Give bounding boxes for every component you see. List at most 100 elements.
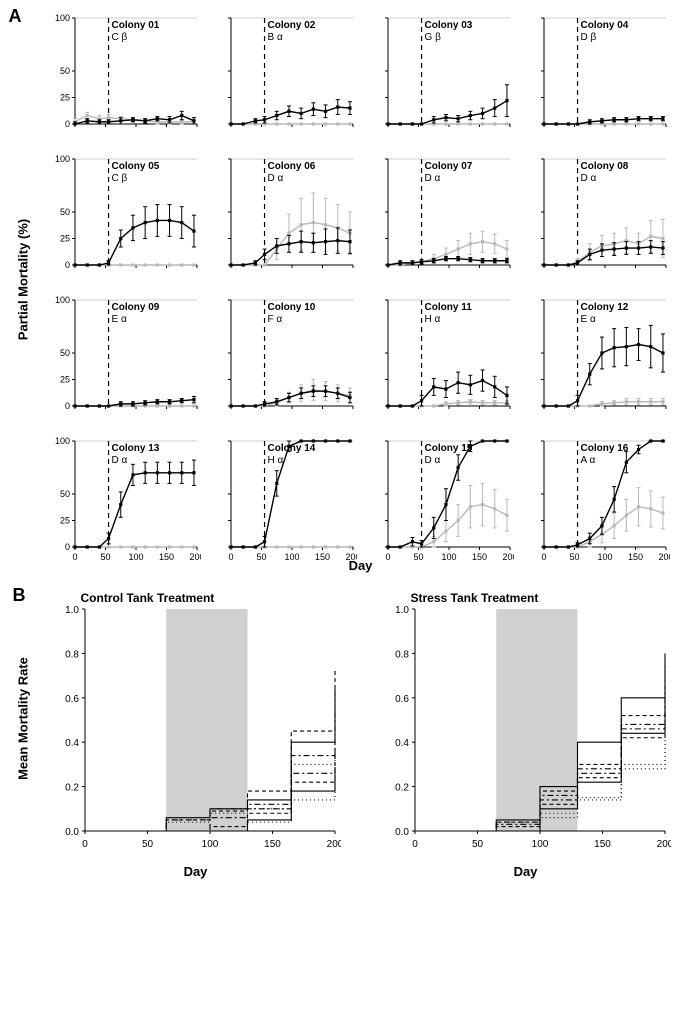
svg-text:0: 0 bbox=[541, 552, 546, 562]
svg-text:F α: F α bbox=[268, 314, 283, 325]
panel-a-cell: Colony 11H α bbox=[364, 294, 515, 429]
svg-text:Colony 03: Colony 03 bbox=[424, 20, 472, 31]
svg-text:0: 0 bbox=[412, 839, 418, 850]
panel-b-sub-1-title: Stress Tank Treatment bbox=[381, 591, 671, 605]
svg-text:50: 50 bbox=[569, 552, 579, 562]
svg-text:0.8: 0.8 bbox=[395, 649, 409, 660]
svg-text:Colony 01: Colony 01 bbox=[111, 20, 159, 31]
svg-text:200: 200 bbox=[326, 839, 340, 850]
svg-text:D α: D α bbox=[424, 455, 440, 466]
svg-text:0.8: 0.8 bbox=[65, 649, 79, 660]
svg-text:200: 200 bbox=[658, 552, 670, 562]
panel-b: B Mean Mortality Rate Control Tank Treat… bbox=[51, 591, 671, 879]
svg-text:Colony 06: Colony 06 bbox=[268, 161, 316, 172]
panel-a-cell: Colony 02B α bbox=[207, 12, 358, 147]
panel-a-cell: Colony 06D α bbox=[207, 153, 358, 288]
svg-text:200: 200 bbox=[345, 552, 357, 562]
svg-text:0.6: 0.6 bbox=[395, 694, 409, 705]
svg-text:Colony 02: Colony 02 bbox=[268, 20, 316, 31]
svg-text:0: 0 bbox=[64, 542, 69, 552]
svg-text:0.6: 0.6 bbox=[65, 694, 79, 705]
panel-a-cell: Colony 04D β bbox=[520, 12, 671, 147]
svg-text:0: 0 bbox=[82, 839, 88, 850]
svg-text:50: 50 bbox=[413, 552, 423, 562]
svg-text:100: 100 bbox=[54, 295, 69, 305]
svg-text:C β: C β bbox=[111, 173, 127, 184]
svg-text:D α: D α bbox=[424, 173, 440, 184]
panel-b-ylabel: Mean Mortality Rate bbox=[15, 619, 30, 819]
svg-text:Colony 13: Colony 13 bbox=[111, 443, 159, 454]
svg-text:0: 0 bbox=[385, 552, 390, 562]
panel-b-sub-0-title: Control Tank Treatment bbox=[51, 591, 341, 605]
svg-text:Colony 08: Colony 08 bbox=[581, 161, 629, 172]
panel-b-sub-1-plot: 0.00.20.40.60.81.0050100150200 bbox=[381, 605, 671, 860]
svg-text:50: 50 bbox=[59, 66, 69, 76]
svg-text:50: 50 bbox=[256, 552, 266, 562]
svg-text:100: 100 bbox=[531, 839, 548, 850]
svg-text:Colony 16: Colony 16 bbox=[581, 443, 629, 454]
svg-text:50: 50 bbox=[59, 489, 69, 499]
svg-text:50: 50 bbox=[471, 839, 483, 850]
svg-text:0.4: 0.4 bbox=[395, 738, 409, 749]
panel-a-cell: Colony 10F α bbox=[207, 294, 358, 429]
panel-a-cell: Colony 12E α bbox=[520, 294, 671, 429]
svg-text:1.0: 1.0 bbox=[65, 605, 79, 616]
panel-a-cell: 02550100Colony 05C β bbox=[51, 153, 202, 288]
svg-text:Colony 09: Colony 09 bbox=[111, 302, 159, 313]
panel-a: A Partial Mortality (%) 02550100Colony 0… bbox=[13, 12, 673, 573]
svg-text:Colony 07: Colony 07 bbox=[424, 161, 472, 172]
svg-text:C β: C β bbox=[111, 32, 127, 43]
svg-text:150: 150 bbox=[315, 552, 330, 562]
svg-text:0.0: 0.0 bbox=[65, 827, 79, 838]
svg-text:0: 0 bbox=[64, 119, 69, 129]
panel-a-grid: 02550100Colony 01C βColony 02B αColony 0… bbox=[51, 12, 671, 552]
panel-a-cell: 050100150200Colony 14H α bbox=[207, 435, 358, 570]
panel-a-cell: Colony 07D α bbox=[364, 153, 515, 288]
svg-text:1.0: 1.0 bbox=[395, 605, 409, 616]
svg-text:D α: D α bbox=[581, 173, 597, 184]
svg-text:E α: E α bbox=[581, 314, 596, 325]
svg-text:100: 100 bbox=[441, 552, 456, 562]
svg-text:Colony 11: Colony 11 bbox=[424, 302, 472, 313]
svg-text:B α: B α bbox=[268, 32, 283, 43]
svg-text:25: 25 bbox=[59, 234, 69, 244]
panel-a-cell: 02550100Colony 09E α bbox=[51, 294, 202, 429]
panel-a-cell: Colony 08D α bbox=[520, 153, 671, 288]
panel-a-cell: 0 25 50 100 Colony 01C β bbox=[51, 12, 202, 147]
svg-text:200: 200 bbox=[189, 552, 201, 562]
svg-text:0: 0 bbox=[72, 552, 77, 562]
svg-text:100: 100 bbox=[54, 154, 69, 164]
panel-b-label: B bbox=[13, 585, 26, 606]
svg-text:0.4: 0.4 bbox=[65, 738, 79, 749]
svg-text:50: 50 bbox=[59, 348, 69, 358]
svg-text:100: 100 bbox=[284, 552, 299, 562]
svg-text:0: 0 bbox=[64, 401, 69, 411]
svg-text:D α: D α bbox=[268, 173, 284, 184]
svg-text:100: 100 bbox=[201, 839, 218, 850]
svg-text:150: 150 bbox=[264, 839, 281, 850]
svg-text:50: 50 bbox=[141, 839, 153, 850]
svg-text:150: 150 bbox=[594, 839, 611, 850]
panel-b-sub-1-xlabel: Day bbox=[381, 864, 671, 879]
svg-text:0.0: 0.0 bbox=[395, 827, 409, 838]
svg-text:100: 100 bbox=[54, 436, 69, 446]
svg-text:D α: D α bbox=[111, 455, 127, 466]
svg-text:25: 25 bbox=[59, 375, 69, 385]
svg-text:25: 25 bbox=[59, 93, 69, 103]
figure-root: A Partial Mortality (%) 02550100Colony 0… bbox=[13, 12, 673, 879]
svg-text:G β: G β bbox=[424, 32, 441, 43]
svg-text:H α: H α bbox=[424, 314, 440, 325]
svg-text:Colony 12: Colony 12 bbox=[581, 302, 629, 313]
panel-a-cell: 02550100050100150200Colony 13D α bbox=[51, 435, 202, 570]
panel-b-sub-1: Stress Tank Treatment 0.00.20.40.60.81.0… bbox=[381, 591, 671, 879]
panel-a-cell: 050100150200Colony 15D α bbox=[364, 435, 515, 570]
svg-text:200: 200 bbox=[502, 552, 514, 562]
svg-text:H α: H α bbox=[268, 455, 284, 466]
svg-text:200: 200 bbox=[656, 839, 670, 850]
panel-b-sub-0-plot: 0.0 0.2 0.4 0.6 0.8 1.0 0 50 100 150 200 bbox=[51, 605, 341, 860]
svg-text:100: 100 bbox=[54, 13, 69, 23]
svg-text:150: 150 bbox=[628, 552, 643, 562]
svg-text:Colony 05: Colony 05 bbox=[111, 161, 159, 172]
svg-text:0.2: 0.2 bbox=[65, 783, 79, 794]
svg-text:A α: A α bbox=[581, 455, 596, 466]
